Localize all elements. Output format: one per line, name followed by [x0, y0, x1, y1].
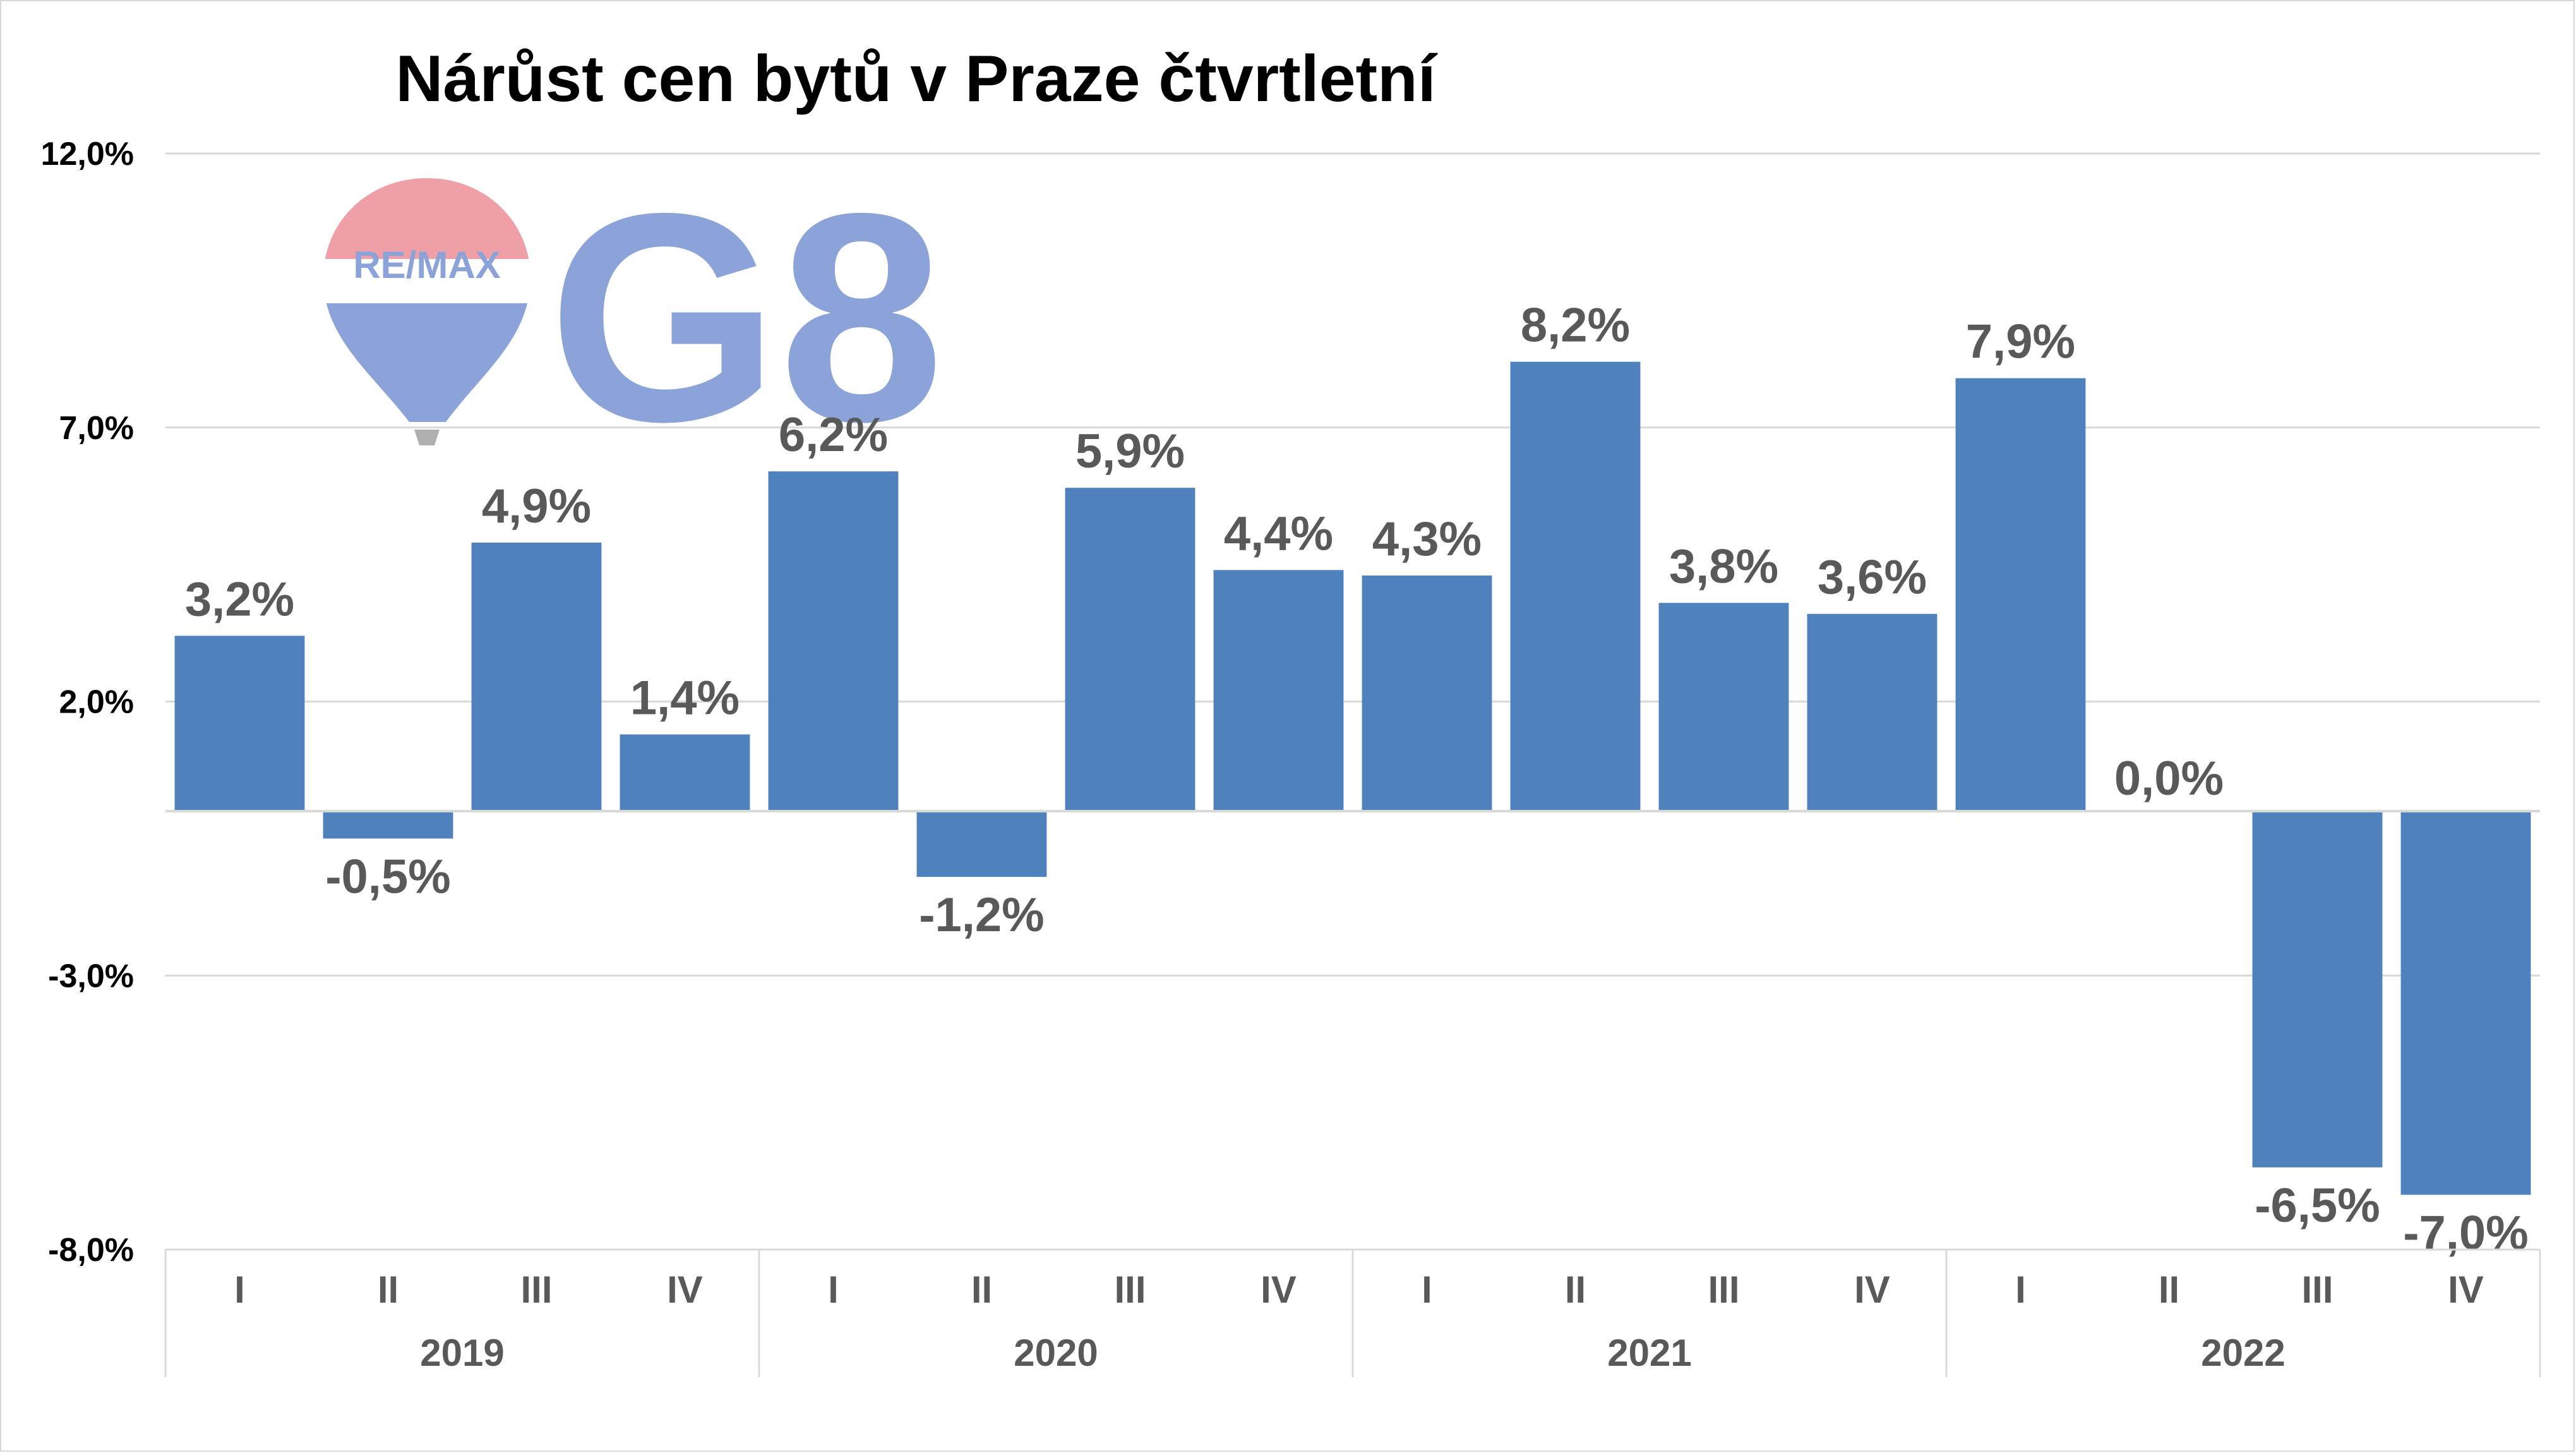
- x-tick-label-quarter: IV: [1854, 1269, 1890, 1311]
- y-tick-label: 2,0%: [59, 684, 134, 721]
- x-tick-label-quarter: IV: [1261, 1269, 1297, 1311]
- bar: [2252, 811, 2383, 1167]
- data-label: 4,9%: [482, 479, 591, 533]
- x-tick-label-quarter: I: [1422, 1269, 1432, 1311]
- y-tick-label: 7,0%: [59, 410, 134, 447]
- x-tick-label-quarter: II: [1565, 1269, 1586, 1311]
- data-label: 3,6%: [1818, 551, 1927, 605]
- data-label: 4,3%: [1372, 512, 1482, 566]
- x-tick-label-quarter: II: [2159, 1269, 2179, 1311]
- x-tick-label-quarter: I: [828, 1269, 839, 1311]
- data-label: 8,2%: [1521, 299, 1630, 353]
- x-tick-label-year: 2021: [1607, 1332, 1691, 1374]
- y-axis-ticks: 12,0% 7,0% 2,0% -3,0% -8,0%: [41, 136, 134, 1269]
- x-tick-label-quarter: I: [234, 1269, 245, 1311]
- bar: [1658, 603, 1789, 811]
- data-label: 1,4%: [630, 672, 740, 725]
- data-label: 0,0%: [2114, 752, 2224, 805]
- data-label: -1,2%: [919, 888, 1045, 942]
- balloon-icon: RE/MAX: [323, 178, 530, 445]
- x-tick-label-quarter: I: [2015, 1269, 2026, 1311]
- data-labels: 3,2% -0,5% 4,9% 1,4% 6,2% -1,2% 5,9% 4,4% 4,3% 8,…: [185, 299, 2529, 1260]
- data-label: -7,0%: [2403, 1206, 2529, 1260]
- y-tick-label: 12,0%: [41, 136, 134, 172]
- bar: [916, 811, 1047, 877]
- x-tick-label-quarter: III: [1114, 1269, 1146, 1311]
- bar: [1213, 570, 1344, 811]
- chart-title: Nárůst cen bytů v Praze čtvrtletní: [395, 42, 1437, 116]
- bar: [1065, 488, 1195, 811]
- data-label: 3,2%: [185, 572, 294, 626]
- bar: [471, 542, 602, 811]
- remax-wordmark: RE/MAX: [353, 244, 500, 286]
- data-label: 3,8%: [1669, 540, 1778, 593]
- x-tick-label-quarter: IV: [667, 1269, 703, 1311]
- x-tick-label-year: 2020: [1014, 1332, 1098, 1374]
- x-tick-label-quarter: II: [971, 1269, 992, 1311]
- x-tick-label-quarter: III: [520, 1269, 552, 1311]
- bar: [1807, 613, 1938, 811]
- x-tick-label-quarter: IV: [2448, 1269, 2484, 1311]
- x-tick-label-quarter: III: [1708, 1269, 1739, 1311]
- data-label: -6,5%: [2255, 1179, 2380, 1233]
- bar: [1955, 378, 2086, 811]
- bar: [620, 734, 750, 811]
- x-tick-label-quarter: II: [378, 1269, 398, 1311]
- bar: [323, 811, 453, 839]
- bar: [174, 636, 305, 811]
- bar: [1510, 361, 1641, 811]
- data-label: 7,9%: [1966, 315, 2075, 369]
- bars: [174, 361, 2531, 1195]
- bar: [768, 471, 899, 811]
- x-tick-label-year: 2022: [2201, 1332, 2285, 1374]
- y-tick-label: -3,0%: [48, 958, 134, 994]
- data-label: -0,5%: [325, 850, 451, 903]
- bar: [2400, 811, 2531, 1195]
- data-label: 4,4%: [1224, 507, 1333, 560]
- bar: [1362, 575, 1492, 811]
- x-tick-label-year: 2019: [420, 1332, 504, 1374]
- data-label: 5,9%: [1075, 425, 1185, 478]
- y-tick-label: -8,0%: [48, 1232, 134, 1269]
- x-tick-label-quarter: III: [2301, 1269, 2333, 1311]
- data-label: 6,2%: [779, 408, 888, 462]
